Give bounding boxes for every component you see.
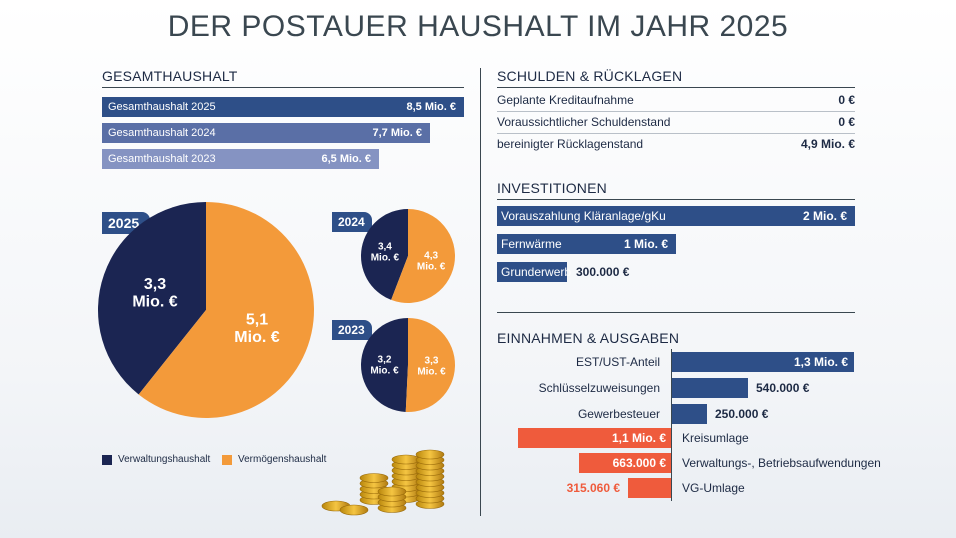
income-value: 540.000 € — [756, 381, 810, 395]
expense-bar — [628, 478, 672, 498]
schulden-rule — [497, 87, 855, 88]
legend-vermoegen: Vermögenshaushalt — [222, 454, 326, 465]
income-bar — [672, 378, 748, 398]
income-label: EST/UST-Anteil — [575, 355, 660, 369]
pie-2025-label-verwaltung: 3,3 Mio. € — [132, 276, 177, 311]
gesamthaushalt-bar: Gesamthaushalt 2023 6,5 Mio. € — [102, 149, 379, 169]
pie-2024-label-vermoegen: 4,3 Mio. € — [417, 250, 446, 272]
coin — [359, 473, 389, 483]
schulden-row-divider — [497, 133, 855, 134]
gesamthaushalt-heading: GESAMTHAUSHALT — [102, 68, 238, 84]
income-value: 250.000 € — [715, 407, 769, 421]
gesamthaushalt-bar-label: Gesamthaushalt 2023 — [108, 153, 216, 165]
pie-2024-label-verwaltung: 3,4 Mio. € — [371, 242, 400, 264]
schulden-row-label: Geplante Kreditaufnahme — [497, 93, 634, 107]
page-title: DER POSTAUER HAUSHALT IM JAHR 2025 — [167, 10, 789, 43]
schulden-row-label: bereinigter Rücklagenstand — [497, 137, 644, 151]
legend-verwaltung: Verwaltungshaushalt — [102, 454, 210, 465]
schulden-row: Voraussichtlicher Schuldenstand 0 € — [497, 112, 855, 132]
investition-bar-label: Vorauszahlung Kläranlage/gKu — [501, 209, 666, 223]
gesamthaushalt-bar: Gesamthaushalt 2024 7,7 Mio. € — [102, 123, 430, 143]
center-divider — [480, 68, 481, 516]
expense-bar — [518, 428, 672, 448]
income-label: Gewerbesteuer — [577, 407, 660, 421]
pie-2024-slice-verwaltung — [360, 209, 408, 300]
income-bar — [672, 404, 707, 424]
investitionen-heading: INVESTITIONEN — [497, 180, 607, 196]
gesamthaushalt-rule — [102, 87, 464, 88]
pie-2025-slice-verwaltung — [98, 202, 206, 395]
coin — [415, 449, 445, 460]
gesamthaushalt-bar: Gesamthaushalt 2025 8,5 Mio. € — [102, 97, 464, 117]
coin — [377, 486, 407, 497]
income-value: 1,3 Mio. € — [793, 355, 848, 369]
investition-bar-label: Grunderwerb — [501, 265, 572, 279]
expense-label: VG-Umlage — [682, 481, 745, 495]
pie-2025-slice-vermoegen — [138, 202, 314, 418]
income-label: Schlüsselzuweisungen — [538, 381, 660, 395]
pie-2025-label-vermoegen: 5,1 Mio. € — [234, 312, 279, 347]
schulden-heading: SCHULDEN & RÜCKLAGEN — [497, 68, 683, 84]
investition-bar-value: 2 Mio. € — [802, 209, 847, 223]
investitionen-rule — [497, 199, 855, 200]
einnahmen-top-rule — [497, 312, 855, 313]
schulden-row-divider — [497, 111, 855, 112]
schulden-row-value: 0 € — [838, 115, 855, 129]
investition-bar-value: 1 Mio. € — [623, 237, 668, 251]
coin — [339, 504, 369, 516]
schulden-row-label: Voraussichtlicher Schuldenstand — [497, 115, 671, 129]
pie-2023-slice-vermoegen — [405, 318, 456, 412]
pie-charts: 5,1 Mio. € 3,3 Mio. € 4,3 Mio. € 3,4 Mio. € 3,3 M… — [98, 202, 456, 418]
investition-bar-value: 300.000 € — [576, 265, 630, 279]
expense-value: 315.060 € — [566, 481, 620, 495]
schulden-row: bereinigter Rücklagenstand 4,9 Mio. € — [497, 134, 855, 154]
gesamthaushalt-bar-value: 6,5 Mio. € — [321, 153, 371, 165]
investition-bar: Vorauszahlung Kläranlage/gKu 2 Mio. € — [497, 206, 855, 226]
legend-swatch-verwaltung — [102, 454, 112, 465]
gesamthaushalt-bar-label: Gesamthaushalt 2024 — [108, 127, 216, 139]
expense-label: Kreisumlage — [682, 431, 749, 445]
einnahmen-heading: EINNAHMEN & AUSGABEN — [497, 330, 680, 346]
legend-label-vermoegen: Vermögenshaushalt — [238, 454, 327, 465]
schulden-row: Geplante Kreditaufnahme 0 € — [497, 90, 855, 110]
year-badge-2024: 2024 — [332, 212, 372, 232]
expense-label: Verwaltungs-, Betriebsaufwendungen — [682, 456, 881, 470]
investition-bar-label: Fernwärme — [501, 237, 562, 251]
einnahmen-axis — [671, 349, 672, 501]
expense-value: 1,1 Mio. € — [611, 431, 666, 445]
pie-2023-label-vermoegen: 3,3 Mio. € — [417, 356, 446, 378]
legend-swatch-vermoegen — [222, 454, 232, 465]
gesamthaushalt-bar-value: 8,5 Mio. € — [406, 101, 456, 113]
expense-value: 663.000 € — [612, 456, 666, 470]
year-badge-2023: 2023 — [332, 320, 372, 340]
pie-2024-slice-vermoegen — [391, 209, 455, 303]
expense-bar — [579, 453, 672, 473]
investition-bar: Grunderwerb — [497, 262, 571, 282]
gesamthaushalt-bar-label: Gesamthaushalt 2025 — [108, 101, 216, 113]
income-bar — [672, 352, 854, 372]
pie-2023-label-verwaltung: 3,2 Mio. € — [370, 354, 399, 376]
schulden-row-value: 4,9 Mio. € — [800, 137, 855, 151]
legend-label-verwaltung: Verwaltungshaushalt — [118, 454, 211, 465]
gesamthaushalt-bar-value: 7,7 Mio. € — [372, 127, 422, 139]
coins-illustration — [321, 449, 445, 516]
schulden-row-value: 0 € — [838, 93, 855, 107]
pie-2023-slice-verwaltung — [360, 318, 408, 412]
investition-bar: Fernwärme 1 Mio. € — [497, 234, 676, 254]
